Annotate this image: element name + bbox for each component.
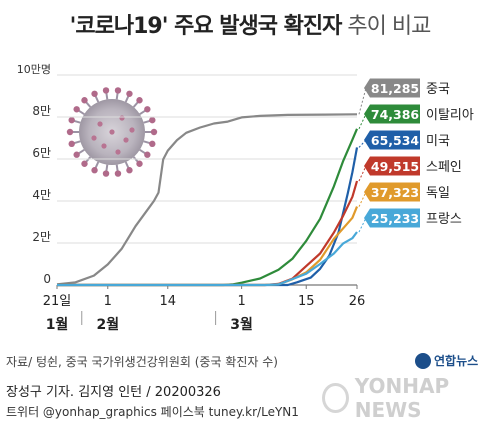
series-name: 중국 bbox=[426, 82, 450, 97]
virus-spike-tip bbox=[81, 160, 88, 167]
x-tick-label: 26 bbox=[349, 294, 366, 309]
virus-spike-tip bbox=[68, 140, 75, 148]
virus-spike-tip bbox=[114, 170, 122, 177]
y-tick-label: 8만 bbox=[32, 104, 51, 118]
virus-spike-tip bbox=[73, 151, 80, 158]
value-label: 74,386 bbox=[371, 107, 420, 122]
yonhap-watermark: YONHAP NEWS bbox=[322, 374, 500, 422]
virus-spot bbox=[101, 143, 107, 149]
value-label: 49,515 bbox=[371, 159, 419, 174]
y-unit-label: 10만명 bbox=[17, 63, 51, 76]
month-label: 3월 bbox=[230, 316, 253, 333]
watermark-text: YONHAP NEWS bbox=[354, 374, 450, 422]
virus-spot bbox=[119, 115, 125, 121]
month-label: 2월 bbox=[96, 316, 119, 333]
virus-spike-tip bbox=[149, 140, 156, 148]
virus-spike-tip bbox=[136, 160, 143, 167]
virus-spike-tip bbox=[144, 151, 151, 158]
y-tick-label: 6만 bbox=[32, 146, 51, 160]
virus-spot bbox=[115, 149, 121, 155]
value-label: 25,233 bbox=[371, 211, 419, 226]
leader-line bbox=[358, 217, 367, 233]
series-line bbox=[57, 231, 358, 287]
x-tick-label: 14 bbox=[159, 294, 176, 309]
x-tick-label: 1 bbox=[104, 294, 112, 309]
value-badge bbox=[364, 156, 420, 176]
x-tick-label: 21일 bbox=[43, 294, 72, 309]
value-label: 81,285 bbox=[371, 81, 419, 96]
series-lines bbox=[56, 113, 359, 287]
virus-spike-tip bbox=[91, 90, 98, 97]
virus-spot bbox=[129, 127, 135, 133]
yonhap-logo: 연합뉴스 bbox=[415, 352, 478, 369]
chart-title: '코로나19' 주요 발생국 확진자 추이 비교 bbox=[0, 8, 500, 40]
month-label: 1월 bbox=[46, 316, 69, 333]
source-note: 자료/ 텅쉰, 중국 국가위생건강위원회 (중국 확진자 수) bbox=[6, 355, 278, 369]
virus-spot bbox=[109, 129, 115, 135]
value-badge bbox=[364, 208, 420, 228]
y-tick-label: 0 bbox=[43, 272, 51, 286]
virus-spike-tip bbox=[91, 167, 98, 174]
end-labels: 81,285 중국 74,386 이탈리아 65,534 미국 49,515 스페인 37,32… bbox=[358, 78, 474, 233]
virus-spike-tip bbox=[144, 106, 151, 113]
x-tick-label: 15 bbox=[298, 294, 315, 309]
y-tick-label: 2만 bbox=[32, 230, 51, 244]
virus-spike-tip bbox=[73, 106, 80, 113]
virus-spike-tip bbox=[102, 170, 110, 177]
series-name: 프랑스 bbox=[426, 212, 462, 227]
virus-spike-tip bbox=[102, 87, 110, 94]
coronavirus-illustration bbox=[66, 87, 158, 177]
credit-line: 장성구 기자. 김지영 인턴 / 20200326 bbox=[6, 385, 221, 400]
virus-spike-tip bbox=[114, 87, 122, 94]
series-name: 스페인 bbox=[426, 160, 462, 175]
virus-spike-tip bbox=[149, 116, 156, 124]
series-name: 이탈리아 bbox=[426, 108, 474, 123]
leader-line bbox=[358, 87, 367, 115]
series-line bbox=[56, 113, 358, 286]
value-badge bbox=[364, 104, 420, 124]
logo-brand: 연합뉴스 bbox=[434, 354, 479, 368]
value-label: 37,323 bbox=[371, 185, 419, 200]
social-line: 트위터 @yonhap_graphics 페이스북 tuney.kr/LeYN1 bbox=[6, 405, 299, 419]
series-line bbox=[57, 206, 359, 287]
virus-spike-tip bbox=[66, 128, 74, 136]
leader-line bbox=[358, 165, 367, 182]
value-label: 65,534 bbox=[371, 133, 420, 148]
virus-spot bbox=[97, 121, 103, 127]
virus-spot bbox=[91, 135, 97, 141]
value-badge bbox=[364, 78, 420, 98]
gridlines bbox=[57, 74, 357, 286]
series-line bbox=[57, 147, 359, 287]
virus-spike-tip bbox=[136, 97, 143, 104]
y-tick-label: 4만 bbox=[32, 188, 51, 202]
virus-spike-tip bbox=[150, 128, 158, 136]
leader-line bbox=[358, 191, 367, 207]
virus-spike-tip bbox=[126, 90, 133, 97]
virus-spot bbox=[123, 137, 129, 143]
virus-spike-tip bbox=[126, 167, 133, 174]
series-name: 독일 bbox=[426, 186, 450, 201]
watermark-ring-icon bbox=[322, 383, 349, 413]
leader-line bbox=[358, 113, 367, 130]
virus-spike-tip bbox=[81, 97, 88, 104]
value-badge bbox=[364, 130, 420, 150]
x-tick-label: 1 bbox=[237, 294, 245, 309]
yonhap-logo-icon bbox=[415, 352, 431, 369]
series-name: 미국 bbox=[426, 134, 450, 149]
title-main: '코로나19' 주요 발생국 확진자 bbox=[69, 14, 343, 39]
virus-spike-tip bbox=[68, 116, 75, 124]
value-badge bbox=[364, 182, 420, 202]
title-sub: 추이 비교 bbox=[347, 14, 431, 39]
x-axis: 21일 1 14 1 15 26 1월 2월 3월 bbox=[43, 285, 366, 333]
y-axis: 0 2만 4만 6만 8만 10만명 bbox=[17, 63, 51, 286]
